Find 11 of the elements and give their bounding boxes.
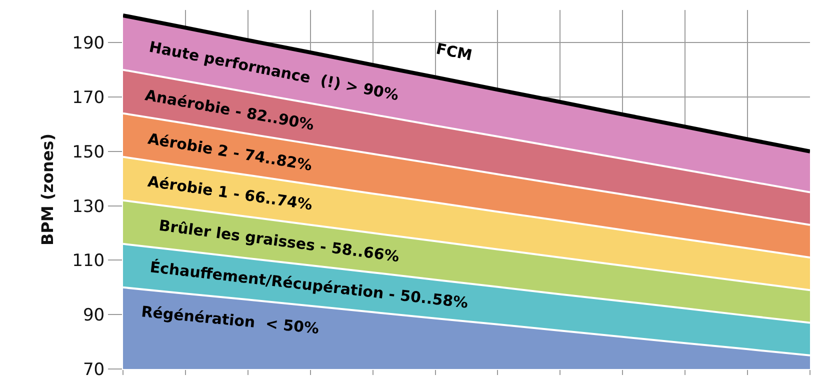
y-tick-label: 110 (72, 251, 105, 272)
y-axis-title: BPM (zones) (38, 133, 58, 246)
y-tick-label: 130 (72, 196, 105, 217)
y-tick-label: 150 (72, 142, 105, 162)
y-tick-label: 70 (82, 360, 105, 380)
series-label: Aérobie 1 - 66..74% (146, 172, 314, 214)
y-tick-label: 190 (72, 34, 105, 54)
annotation: FCM (434, 40, 474, 64)
series-label: Régénération < 50% (140, 302, 320, 338)
y-tick-label: 90 (82, 306, 105, 326)
y-tick-label: 170 (72, 88, 105, 108)
